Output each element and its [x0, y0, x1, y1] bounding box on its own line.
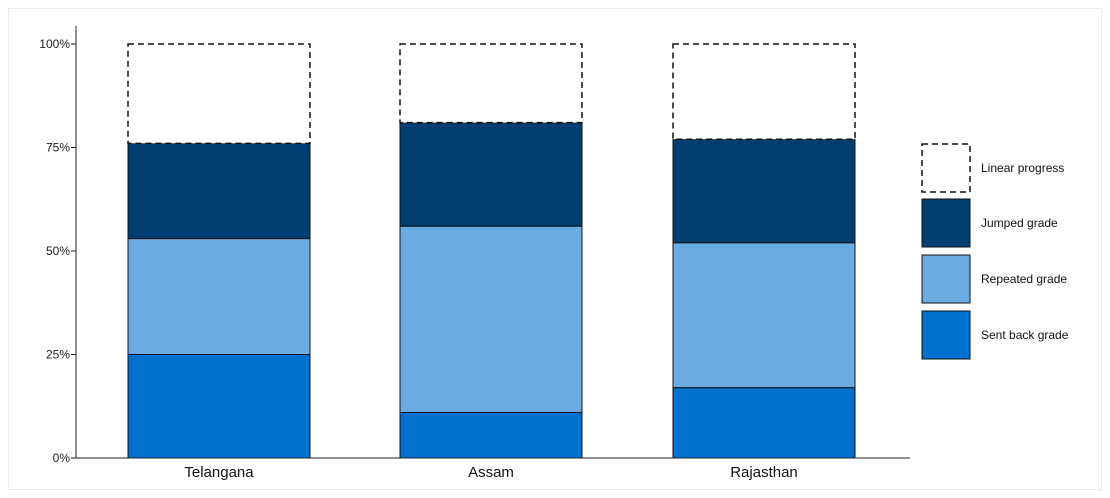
- bar-segment: [672, 138, 856, 244]
- legend-label: Jumped grade: [981, 216, 1058, 230]
- bar-segment: [127, 142, 311, 240]
- legend: Linear progress Jumped grade Repeated grad…: [921, 143, 1069, 360]
- x-axis: Telangana Assam Rajasthan: [76, 457, 910, 481]
- bar-segment: [127, 354, 311, 459]
- x-tick-label: Assam: [468, 464, 514, 481]
- x-tick-label: Telangana: [184, 464, 254, 481]
- bar-segment: [672, 43, 856, 140]
- chart-border: [8, 8, 1102, 490]
- bar-segment: [672, 387, 856, 459]
- bar-segment: [672, 242, 856, 389]
- bar-segment: [399, 411, 583, 459]
- y-axis: 0% 25% 50% 75% 100%: [39, 26, 77, 465]
- bar-segment: [399, 225, 583, 413]
- y-tick-label: 50%: [46, 244, 70, 258]
- legend-label: Sent back grade: [981, 328, 1069, 342]
- y-tick-label: 75%: [46, 141, 70, 155]
- legend-swatch: [921, 310, 971, 360]
- legend-swatch: [921, 143, 971, 193]
- bar-segment: [399, 122, 583, 227]
- legend-label: Linear progress: [981, 161, 1064, 175]
- x-tick-label: Rajasthan: [730, 464, 798, 481]
- bar-segment: [127, 43, 311, 145]
- bar-segment: [399, 43, 583, 124]
- bar-segment: [127, 238, 311, 355]
- bars-layer: [127, 43, 856, 459]
- legend-swatch: [921, 254, 971, 304]
- legend-label: Repeated grade: [981, 272, 1067, 286]
- y-tick-label: 0%: [53, 451, 71, 465]
- y-tick-label: 25%: [46, 348, 70, 362]
- legend-swatch: [921, 198, 971, 248]
- y-tick-label: 100%: [39, 37, 70, 51]
